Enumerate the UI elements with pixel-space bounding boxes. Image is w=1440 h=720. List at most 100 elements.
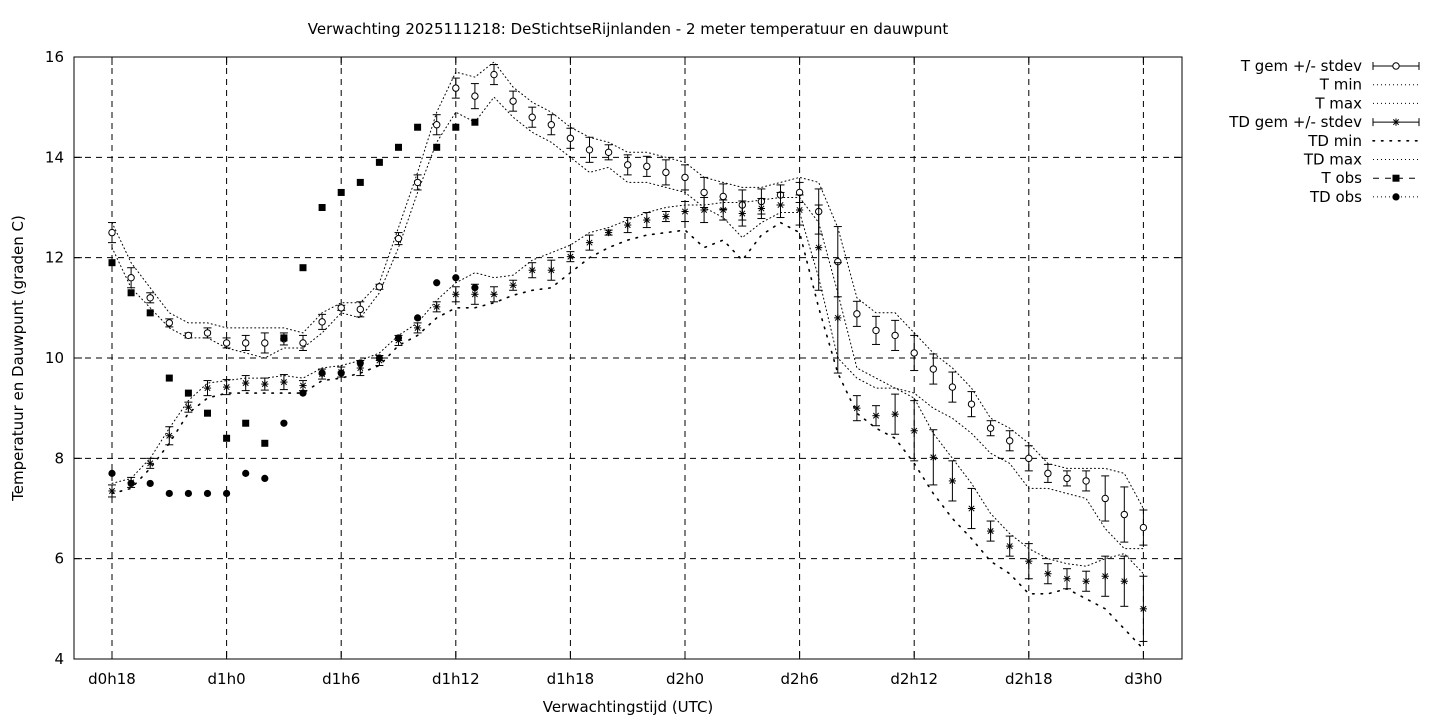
chart-title: Verwachting 2025111218: DeStichtseRijnla… [308, 20, 949, 38]
td-mean-point [585, 239, 594, 247]
x-tick-label: d1h0 [208, 670, 246, 688]
t-obs-point [223, 434, 231, 442]
t-mean-point [490, 70, 498, 79]
td-obs-point [108, 469, 116, 477]
t-mean-point [471, 92, 479, 100]
t-mean-point [910, 349, 918, 357]
t-mean-point [643, 162, 651, 171]
td-mean-point [146, 459, 154, 467]
td-mean-point [605, 228, 613, 237]
td-mean-point [452, 290, 460, 298]
t-obs-point [146, 309, 154, 317]
x-tick-label: d1h12 [432, 670, 480, 688]
td-obs-point [433, 279, 441, 287]
td-obs-point [127, 479, 135, 488]
t-mean-point [929, 365, 937, 373]
td-mean-point [624, 221, 632, 229]
td-mean-point [299, 381, 307, 390]
td-mean-point [796, 206, 804, 214]
td-mean-point [433, 303, 441, 311]
t-obs-point [395, 143, 402, 151]
td-mean-point [662, 212, 670, 221]
y-tick-label: 14 [45, 148, 64, 166]
td-obs-point [242, 469, 250, 477]
t-mean-point [547, 121, 555, 129]
td-obs-point [414, 314, 422, 322]
td-obs-point [146, 479, 154, 488]
td-obs-point [165, 489, 173, 498]
td-mean-point [967, 504, 976, 513]
grid-lines [74, 57, 1182, 659]
t-mean-point [509, 97, 517, 105]
td-mean-point [891, 410, 899, 418]
t-mean-point [1120, 510, 1129, 519]
td-mean-point [1120, 577, 1128, 585]
t-obs-point [108, 259, 116, 267]
td-mean-point [987, 527, 995, 535]
td-mean-point [509, 281, 517, 289]
t-mean-point [528, 113, 536, 121]
td-mean-point [681, 207, 689, 216]
y-tick-label: 12 [45, 249, 64, 267]
td-obs-point [184, 489, 192, 498]
y-tick-label: 16 [45, 48, 64, 66]
t-mean-point [413, 178, 422, 187]
t-mean-point [299, 339, 307, 347]
y-tick-label: 6 [54, 550, 64, 568]
t-mean-point [452, 84, 460, 92]
t-mean-point [1025, 454, 1033, 463]
t-mean-point [127, 274, 135, 282]
t-obs-point [204, 409, 211, 417]
td-mean-point [776, 201, 785, 209]
t-obs-point [261, 439, 269, 447]
t-obs-point [280, 334, 288, 342]
td-obs-point [223, 489, 231, 498]
x-tick-label: d0h18 [88, 670, 136, 688]
td-mean-point [261, 380, 269, 388]
td-mean-point [1063, 575, 1071, 583]
t-obs-point [414, 123, 422, 131]
td-mean-point [872, 412, 880, 420]
td-mean-point [414, 324, 422, 332]
t-mean-point [1101, 494, 1109, 503]
td-mean-point [203, 384, 212, 392]
td-obs-point [356, 359, 364, 367]
t-mean-point [1139, 523, 1148, 532]
x-tick-label: d2h6 [781, 670, 819, 688]
td-obs-point [299, 389, 307, 397]
td-mean-point [834, 314, 842, 322]
axis-ticks: 4 6 8 10 12 14 16 d0h18 d1h0 d1h6 d1h12 d1h18 d2h0 d2… [45, 48, 1182, 688]
x-tick-label: d2h12 [890, 670, 938, 688]
td-mean-point [223, 383, 231, 391]
td-mean-point [643, 216, 651, 224]
td-mean-point [929, 453, 937, 461]
plot-series [108, 61, 1148, 650]
legend-label: TD min [1307, 132, 1362, 150]
t-mean-point [165, 319, 174, 327]
t-mean-point [585, 146, 594, 154]
t-mean-point [948, 383, 957, 391]
t-mean-point [624, 161, 632, 169]
t-obs-point [318, 204, 326, 211]
t-mean-point [700, 188, 708, 197]
t-mean-point [566, 134, 575, 142]
td-obs-point [280, 419, 288, 427]
t-mean-point [184, 331, 193, 340]
legend-marker [1392, 62, 1400, 70]
t-mean-point [261, 339, 269, 347]
t-mean-point [1082, 477, 1090, 485]
legend-label: TD max [1303, 151, 1362, 169]
t-obs-point [375, 158, 383, 166]
td-mean-point [280, 378, 288, 386]
td-mean-point [1006, 542, 1014, 550]
td-mean-point [242, 379, 250, 387]
td-obs-point [452, 274, 460, 282]
td-obs-point [261, 474, 269, 482]
t-obs-point [242, 419, 250, 427]
legend-label: T min [1319, 76, 1362, 94]
t-mean-point [1063, 474, 1071, 483]
t-mean-point [394, 234, 403, 243]
t-mean-point [986, 424, 995, 432]
